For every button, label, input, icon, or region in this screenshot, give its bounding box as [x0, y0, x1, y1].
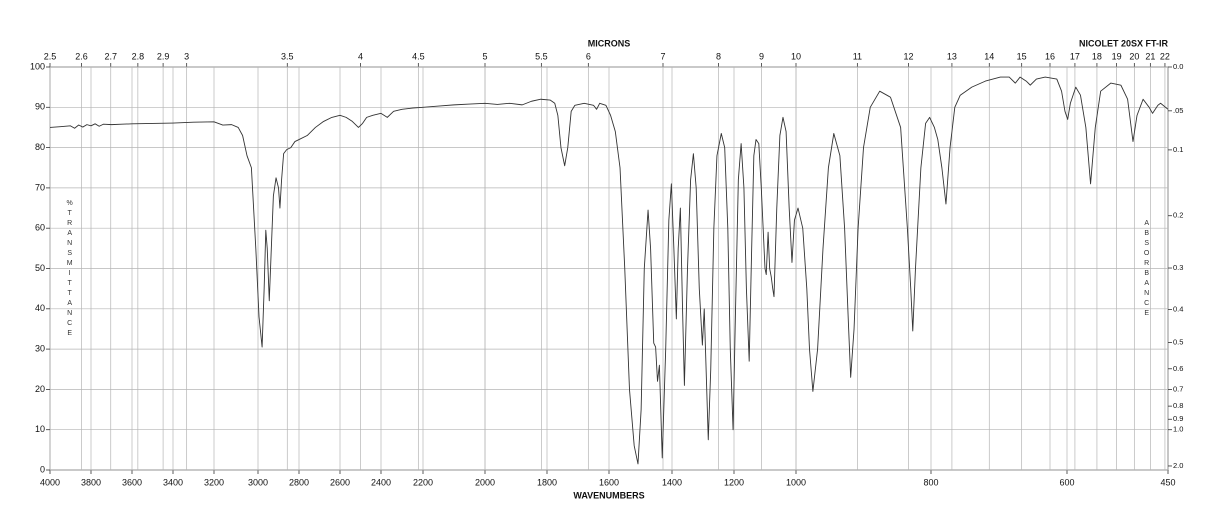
x2-tick-label: 17 — [1070, 51, 1080, 61]
x2-tick-label: 5.5 — [535, 51, 548, 61]
x2-tick-label: 13 — [947, 51, 957, 61]
y-tick-label: 20 — [35, 384, 45, 394]
x2-tick-label: 8 — [716, 51, 721, 61]
y2-tick-label: 0.6 — [1173, 364, 1183, 373]
y-tick-label: 60 — [35, 223, 45, 233]
x2-tick-label: 2.6 — [75, 51, 88, 61]
y-tick-label: 50 — [35, 263, 45, 273]
y2-tick-label: 0.7 — [1173, 385, 1183, 394]
x2-tick-label: 9 — [759, 51, 764, 61]
x2-tick-label: 4 — [358, 51, 363, 61]
x-tick-label: 2000 — [475, 477, 495, 487]
x-tick-label: 450 — [1160, 477, 1175, 487]
x-tick-label: 1000 — [786, 477, 806, 487]
spectrum-line — [49, 76, 1169, 465]
x2-tick-label: 12 — [903, 51, 913, 61]
x-tick-label: 2800 — [289, 477, 309, 487]
y-axis-label: %TRANSMITTANCE — [66, 200, 73, 340]
y-tick-label: 10 — [35, 424, 45, 434]
x2-tick-label: 7 — [660, 51, 665, 61]
x2-tick-label: 5 — [482, 51, 487, 61]
x-tick-label: 3000 — [248, 477, 268, 487]
x2-tick-label: 3.5 — [281, 51, 294, 61]
x2-tick-label: 2.9 — [157, 51, 170, 61]
y-tick-label: 40 — [35, 303, 45, 313]
x-axis-label: WAVENUMBERS — [573, 490, 644, 500]
x-tick-label: 2200 — [413, 477, 433, 487]
chart-title: NICOLET 20SX FT-IR — [1079, 38, 1169, 48]
x2-tick-label: 4.5 — [412, 51, 425, 61]
x2-tick-label: 21 — [1145, 51, 1155, 61]
y-tick-label: 70 — [35, 182, 45, 192]
x2-tick-label: 19 — [1112, 51, 1122, 61]
x2-tick-label: 11 — [853, 51, 862, 61]
y-tick-label: 30 — [35, 343, 45, 353]
y-tick-label: 90 — [35, 102, 45, 112]
y2-tick-label: .05 — [1173, 106, 1183, 115]
y2-tick-label: 0.0 — [1173, 62, 1183, 71]
y2-tick-label: 0.5 — [1173, 338, 1183, 347]
y2-tick-label: 0.4 — [1173, 305, 1183, 314]
x-tick-label: 1400 — [662, 477, 682, 487]
x2-tick-label: 22 — [1160, 51, 1170, 61]
x-tick-label: 2600 — [330, 477, 350, 487]
x2-tick-label: 18 — [1092, 51, 1102, 61]
y-tick-label: 80 — [35, 142, 45, 152]
x-tick-label: 800 — [923, 477, 938, 487]
y2-axis-label: ABSORBANCE — [1143, 220, 1150, 320]
y2-tick-label: 0.9 — [1173, 414, 1183, 423]
y2-tick-label: 1.0 — [1173, 425, 1183, 434]
x-tick-label: 3800 — [81, 477, 101, 487]
x-tick-label: 1800 — [537, 477, 557, 487]
x-tick-label: 3200 — [204, 477, 224, 487]
x2-tick-label: 10 — [791, 51, 801, 61]
x2-tick-label: 2.8 — [132, 51, 145, 61]
x2-tick-label: 20 — [1129, 51, 1139, 61]
y2-tick-label: 2.0 — [1173, 461, 1183, 470]
x-tick-label: 2400 — [371, 477, 391, 487]
y-tick-label: 0 — [40, 464, 45, 474]
x-tick-label: 1200 — [724, 477, 744, 487]
y2-tick-label: 0.3 — [1173, 263, 1183, 272]
y2-tick-label: 0.1 — [1173, 145, 1183, 154]
x2-tick-label: 2.5 — [44, 51, 57, 61]
x2-tick-label: 6 — [586, 51, 591, 61]
x2-axis-label: MICRONS — [588, 38, 631, 48]
x2-tick-label: 16 — [1045, 51, 1055, 61]
x-tick-label: 600 — [1059, 477, 1074, 487]
y2-tick-label: 0.2 — [1173, 211, 1183, 220]
x-tick-label: 4000 — [40, 477, 60, 487]
x2-tick-label: 14 — [984, 51, 994, 61]
x-tick-label: 3400 — [163, 477, 183, 487]
x2-tick-label: 15 — [1017, 51, 1027, 61]
y2-tick-label: 0.8 — [1173, 401, 1183, 410]
x-tick-label: 1600 — [599, 477, 619, 487]
x2-tick-label: 2.7 — [104, 51, 117, 61]
y-tick-label: 100 — [30, 61, 45, 71]
x2-tick-label: 3 — [184, 51, 189, 61]
x-tick-label: 3600 — [122, 477, 142, 487]
